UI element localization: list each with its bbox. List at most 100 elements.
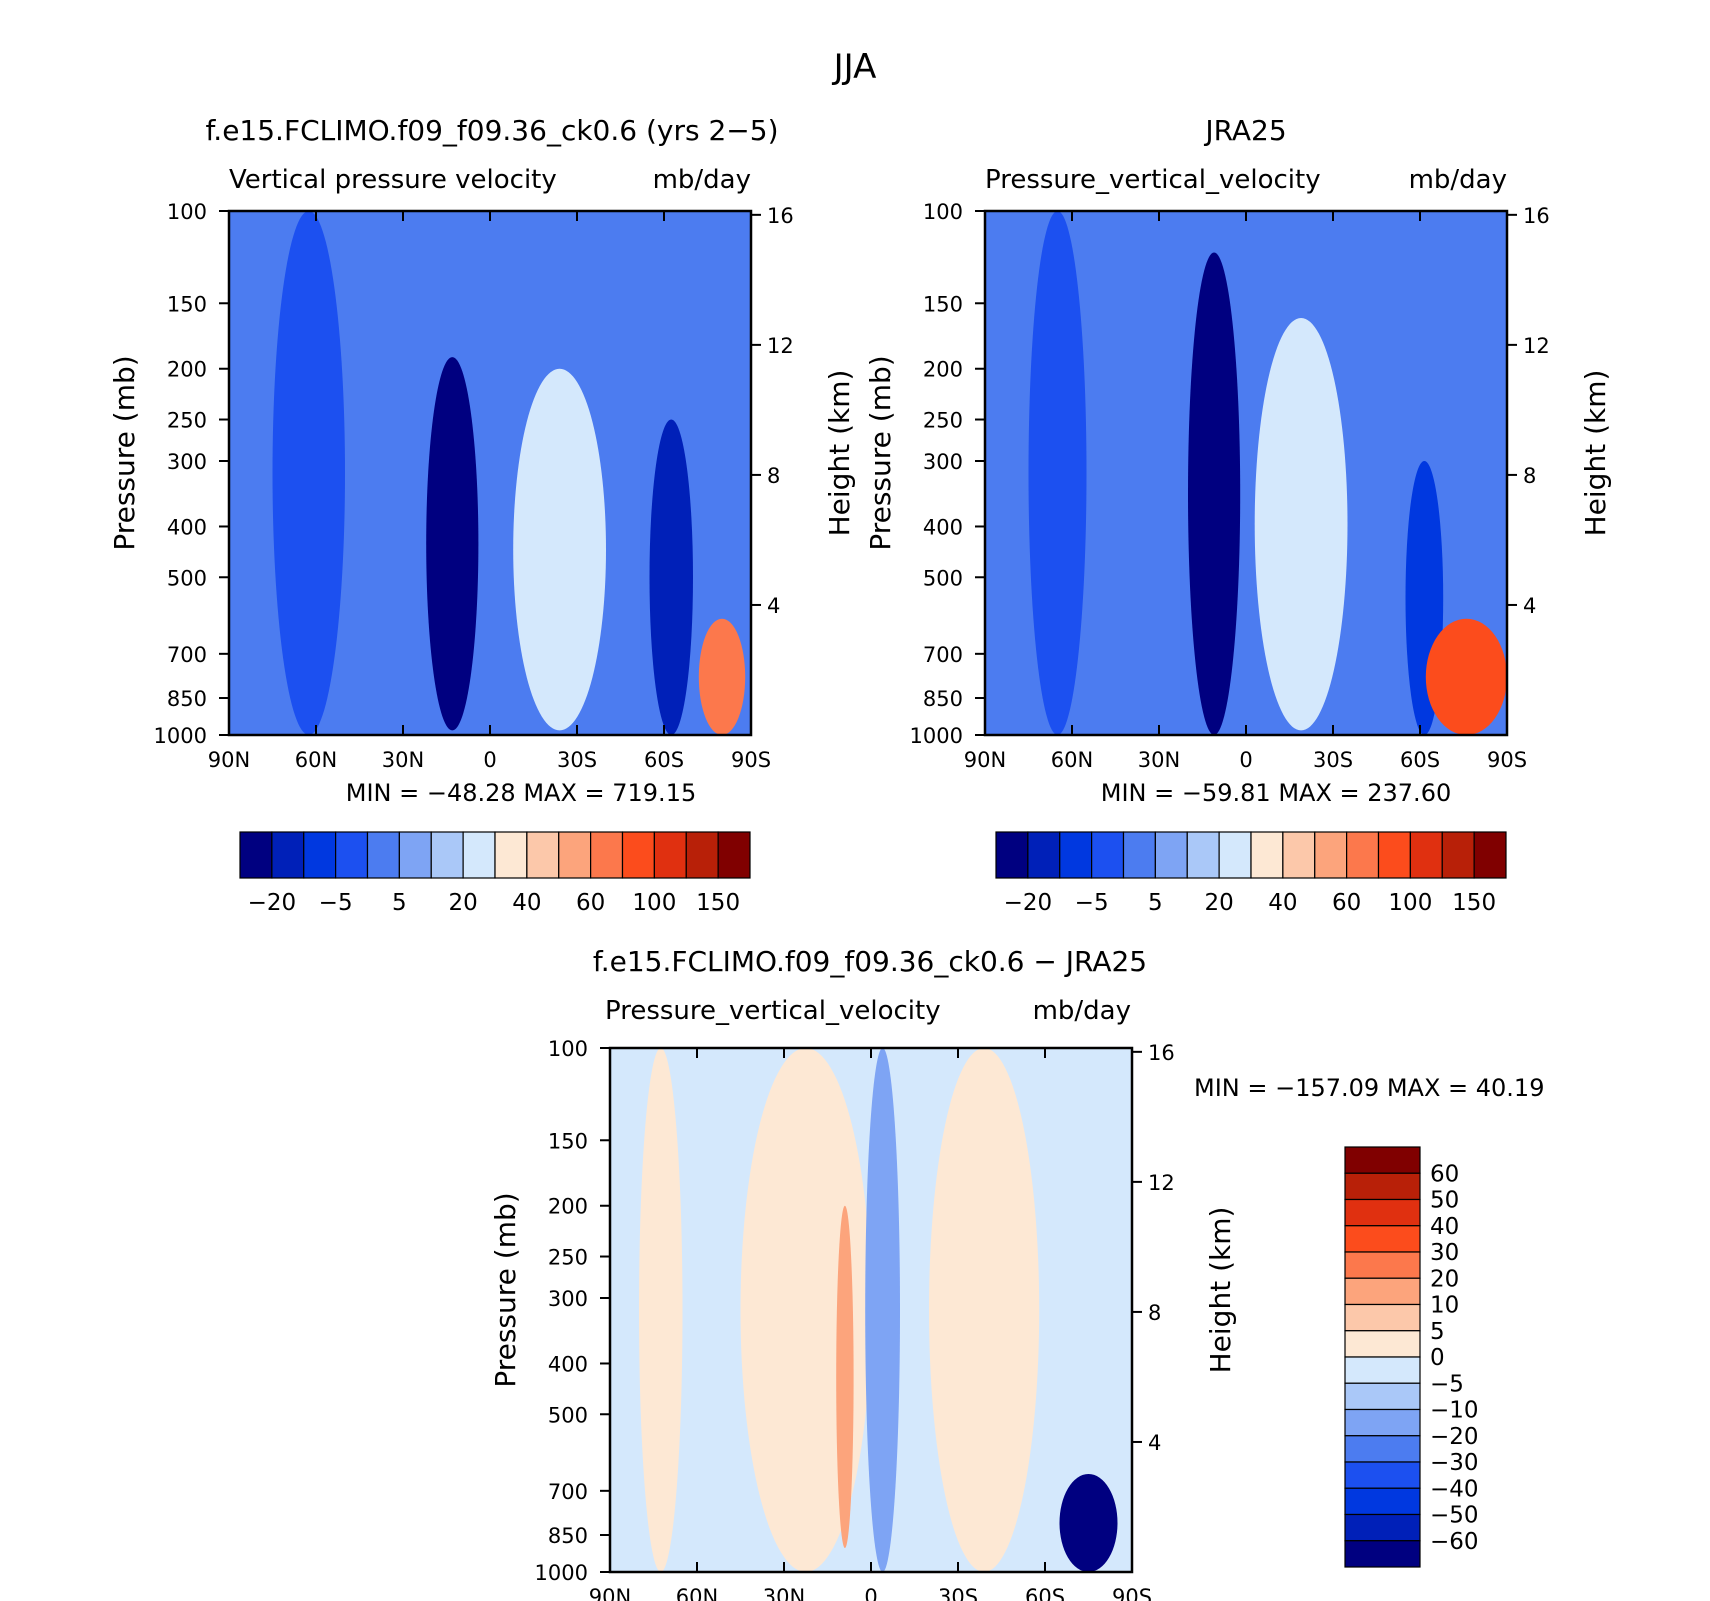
x-tick-label: 60S [1400,748,1440,772]
colorbar-label: 50 [1430,1188,1459,1214]
colorbar-label: −60 [1430,1529,1479,1555]
contour-field [229,211,751,735]
colorbar-box [1344,1225,1421,1253]
colorbar-box [494,831,528,879]
y-tick-label: 850 [923,687,963,711]
colorbar-box [1344,1356,1421,1384]
x-tick-label: 60N [295,748,337,772]
colorbar-box [717,831,751,879]
y-right-axis-label: Height (km) [1579,370,1612,537]
x-tick-label: 30N [763,1585,805,1601]
contour-region [1028,211,1087,735]
y-tick-label: 300 [923,450,963,474]
x-tick-label: 90S [1112,1585,1152,1601]
colorbar-label: 10 [1430,1293,1459,1319]
contour-region [639,1048,683,1572]
y-right-axis-label: Height (km) [823,370,856,537]
colorbar-label: 20 [448,890,477,916]
colorbar-box [1473,831,1507,879]
x-tick-label: 90S [731,748,771,772]
y-right-tick-label: 8 [767,464,780,488]
colorbar-label: −5 [1430,1371,1464,1397]
colorbar-box [621,831,655,879]
x-tick-label: 60S [644,748,684,772]
colorbar-box [1344,1487,1421,1516]
y-axis-label: Pressure (mb) [864,355,897,550]
y-tick-label: 850 [167,687,207,711]
y-tick-label: 200 [548,1195,588,1219]
colorbar-box [1250,831,1284,879]
y-tick-label: 1000 [910,724,963,748]
colorbar-box [1344,1198,1421,1227]
contour-region [513,368,606,731]
colorbar-box [366,831,400,879]
y-tick-label: 100 [923,200,963,224]
colorbar-box [653,831,687,879]
panel-diff: f.e15.FCLIMO.f09_f09.36_ck0.6 − JRA25 Pr… [489,945,1544,1601]
x-tick-label: 30S [557,748,597,772]
y-tick-label: 200 [167,358,207,382]
colorbar-box [1409,831,1443,879]
y-tick-label: 700 [167,643,207,667]
colorbar: −20 −5 5 20 40 60 100 150 [239,831,751,916]
y-tick-label: 250 [548,1246,588,1270]
y-tick-label: 300 [548,1287,588,1311]
colorbar-box [526,831,560,879]
contour-region [865,1048,900,1572]
y-tick-label: 250 [923,409,963,433]
y-tick-label: 1000 [535,1561,588,1585]
x-tick-label: 90N [589,1585,631,1601]
colorbar-box [1344,1303,1421,1332]
x-tick-label: 30S [938,1585,978,1601]
colorbar-label: 0 [1430,1345,1445,1371]
colorbar-box [1314,831,1348,879]
y-tick-label: 100 [167,200,207,224]
panel-subtitle-left: Vertical pressure velocity [229,165,557,195]
colorbar-box [1344,1540,1421,1568]
colorbar-label: −40 [1430,1476,1479,1502]
colorbar-label: 5 [392,890,407,916]
panel-title: f.e15.FCLIMO.f09_f09.36_ck0.6 (yrs 2−5) [205,114,778,147]
y-right-tick-label: 4 [1523,594,1536,618]
contour-region [1188,252,1241,735]
colorbar-box [685,831,719,879]
y-right-tick-label: 12 [1148,1171,1175,1195]
colorbar-box [430,831,464,879]
y-tick-label: 700 [548,1480,588,1504]
colorbar-box [1344,1251,1421,1279]
contour-region [1254,317,1348,731]
y-axis-label: Pressure (mb) [108,355,141,550]
panel-subtitle-left: Pressure_vertical_velocity [985,165,1321,195]
colorbar-box [1344,1408,1421,1437]
colorbar-label: 100 [632,890,676,916]
colorbar-box [1346,831,1380,879]
colorbar-box [1059,831,1093,879]
panel-subtitle-right: mb/day [653,165,751,195]
x-tick-label: 60N [676,1585,718,1601]
y-right-tick-label: 8 [1523,464,1536,488]
colorbar-box [1027,831,1061,879]
colorbar-label: −50 [1430,1503,1479,1529]
colorbar-box [303,831,337,879]
colorbar-box [271,831,305,879]
y-tick-label: 500 [167,566,207,590]
y-right-tick-label: 16 [1148,1041,1175,1065]
contour-region [929,1048,1040,1572]
y-right-tick-label: 16 [767,204,794,228]
x-tick-label: 90S [1487,748,1527,772]
y-tick-label: 400 [923,515,963,539]
y-tick-label: 1000 [154,724,207,748]
x-tick-label: 90N [964,748,1006,772]
colorbar-label: −10 [1430,1398,1479,1424]
figure-title: JJA [832,47,877,87]
contour-field [610,1048,1132,1572]
x-tick-label: 30S [1313,748,1353,772]
colorbar-box [1344,1146,1421,1174]
y-tick-label: 150 [167,292,207,316]
heatmap-plot: 90N 60N 30N 0 30S 60S 90S 100 150 200 250 300 400 500… [864,200,1612,772]
colorbar-box [1282,831,1316,879]
x-tick-label: 30N [382,748,424,772]
colorbar-box [398,831,432,879]
colorbar-label: −30 [1430,1450,1479,1476]
